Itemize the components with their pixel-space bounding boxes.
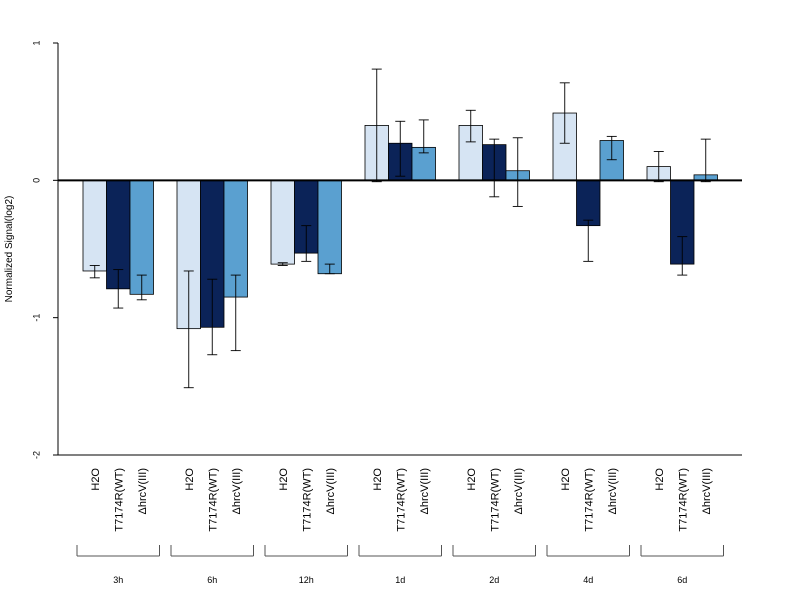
group-label: 6h [207, 575, 217, 585]
x-tick-label: T7174R(WT) [583, 468, 595, 532]
x-tick-label: ΔhrcV(III) [513, 468, 525, 514]
group-label: 2d [489, 575, 499, 585]
y-axis-label: Normalized Signal(log2) [4, 196, 15, 303]
group-label: 4d [583, 575, 593, 585]
x-tick-label: H2O [466, 468, 478, 491]
error-bars-layer [89, 68, 711, 389]
bar [270, 179, 295, 265]
bar [82, 179, 107, 272]
x-tick-label: T7174R(WT) [113, 468, 125, 532]
x-tick-label: ΔhrcV(III) [701, 468, 713, 514]
x-tick-label: H2O [654, 468, 666, 491]
x-tick-label: T7174R(WT) [207, 468, 219, 532]
x-tick-label: H2O [372, 468, 384, 491]
x-tick-label: T7174R(WT) [301, 468, 313, 532]
x-tick-label: ΔhrcV(III) [325, 468, 337, 514]
y-tick-label: 1 [31, 40, 41, 45]
group-label: 3h [113, 575, 123, 585]
x-tick-label: ΔhrcV(III) [137, 468, 149, 514]
x-tick-label: ΔhrcV(III) [419, 468, 431, 514]
x-tick-label: H2O [90, 468, 102, 491]
x-tick-label: H2O [184, 468, 196, 491]
x-tick-label: T7174R(WT) [395, 468, 407, 532]
x-tick-label: T7174R(WT) [489, 468, 501, 532]
bars-layer [82, 112, 718, 330]
x-tick-label: H2O [560, 468, 572, 491]
group-label: 12h [299, 575, 314, 585]
labels-layer: H2O T7174R(WT) ΔhrcV(III) 3h H2O T7174R(WT) Δh… [76, 468, 724, 585]
x-tick-label: ΔhrcV(III) [607, 468, 619, 514]
y-tick-label: 0 [31, 178, 41, 183]
bar [576, 179, 601, 227]
x-tick-label: H2O [278, 468, 290, 491]
group-label: 6d [677, 575, 687, 585]
axes-layer: 1 0 -1 -2 [31, 40, 742, 459]
y-tick-label: -1 [31, 314, 41, 322]
bar [317, 179, 342, 275]
group-label: 1d [395, 575, 405, 585]
y-tick-label: -2 [31, 451, 41, 459]
x-tick-label: T7174R(WT) [677, 468, 689, 532]
x-tick-label: ΔhrcV(III) [231, 468, 243, 514]
